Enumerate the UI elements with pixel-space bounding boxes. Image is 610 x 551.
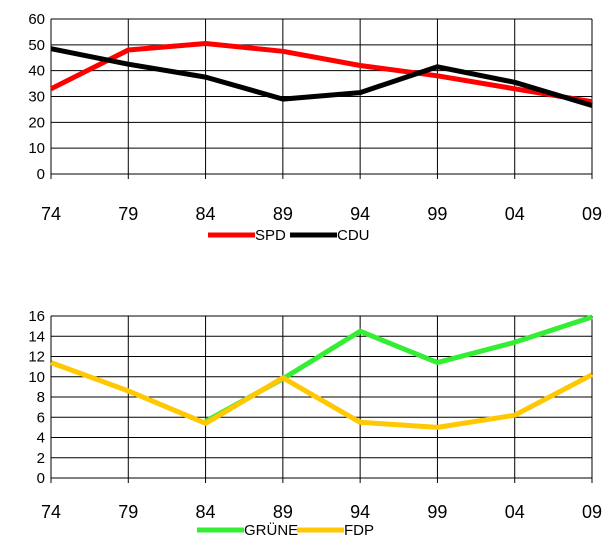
y-tick-label: 10	[28, 369, 45, 386]
y-tick-label: 6	[37, 409, 45, 426]
series-line-spd	[49, 41, 593, 105]
x-tick-label: 04	[505, 502, 525, 522]
x-tick-label: 79	[118, 204, 138, 224]
y-tick-label: 30	[28, 89, 45, 106]
y-tick-label: 60	[28, 11, 45, 28]
x-tick-label: 74	[41, 204, 61, 224]
x-tick-label: 84	[196, 204, 216, 224]
legend-label: GRÜNE	[244, 521, 298, 539]
x-tick-label: 94	[350, 204, 370, 224]
x-tick-label: 74	[41, 502, 61, 522]
y-tick-label: 16	[28, 308, 45, 325]
x-tick-label: 09	[582, 204, 602, 224]
chart-bottom-gruene-fdp: 0 2 4 6 8 10 12 14 16 74 79 84 89 94 99 04 09 GRÜNE FDP	[28, 308, 602, 539]
x-tick-label: 04	[505, 204, 525, 224]
x-tick-label: 99	[427, 204, 447, 224]
y-tick-label: 14	[28, 328, 45, 345]
x-tick-label: 94	[350, 502, 370, 522]
legend-label: FDP	[344, 522, 374, 539]
y-tick-label: 20	[28, 114, 45, 131]
chart-top-spd-cdu: 0 10 20 30 40 50 60 74 79 84 89 94 99 04 09 SPD CDU	[28, 11, 602, 244]
legend-label: SPD	[255, 227, 286, 244]
y-tick-label: 12	[28, 349, 45, 366]
x-tick-label: 09	[582, 502, 602, 522]
y-tick-label: 4	[37, 430, 45, 447]
x-tick-label: 79	[118, 502, 138, 522]
y-tick-label: 0	[37, 166, 45, 183]
legend-label: CDU	[337, 227, 370, 244]
x-tick-label: 89	[273, 204, 293, 224]
y-tick-label: 40	[28, 63, 45, 80]
y-tick-label: 50	[28, 37, 45, 54]
y-tick-label: 10	[28, 140, 45, 157]
series-line-cdu	[50, 46, 593, 108]
x-tick-label: 99	[427, 502, 447, 522]
y-tick-label: 8	[37, 389, 45, 406]
y-tick-label: 0	[37, 470, 45, 487]
x-tick-label: 89	[273, 502, 293, 522]
series-line-fdp	[50, 360, 594, 430]
y-tick-label: 2	[37, 450, 45, 467]
x-tick-label: 84	[196, 502, 216, 522]
